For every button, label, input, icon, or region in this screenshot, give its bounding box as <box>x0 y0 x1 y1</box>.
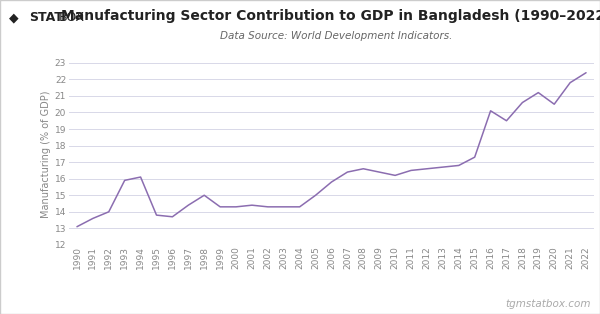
Text: STAT: STAT <box>29 11 62 24</box>
Text: tgmstatbox.com: tgmstatbox.com <box>505 299 591 309</box>
Y-axis label: Manufacturing (% of GDP): Manufacturing (% of GDP) <box>41 90 50 218</box>
Text: Data Source: World Development Indicators.: Data Source: World Development Indicator… <box>220 31 452 41</box>
Text: Manufacturing Sector Contribution to GDP in Bangladesh (1990–2022): Manufacturing Sector Contribution to GDP… <box>61 9 600 24</box>
Text: BOX: BOX <box>59 11 85 24</box>
Text: ◆: ◆ <box>9 11 19 24</box>
